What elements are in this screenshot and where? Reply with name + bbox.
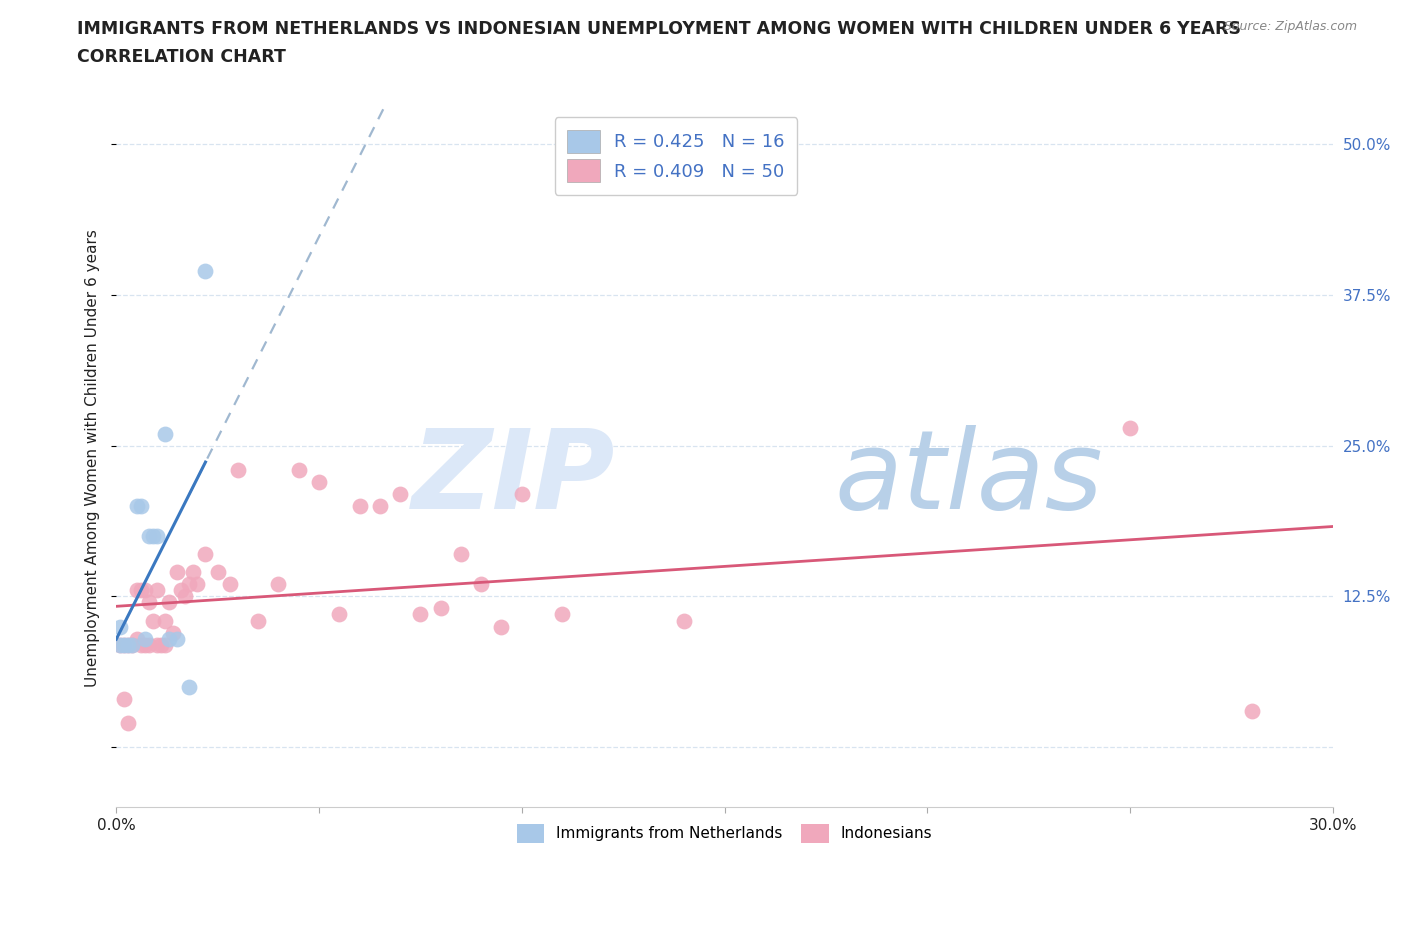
Text: IMMIGRANTS FROM NETHERLANDS VS INDONESIAN UNEMPLOYMENT AMONG WOMEN WITH CHILDREN: IMMIGRANTS FROM NETHERLANDS VS INDONESIA… <box>77 20 1241 38</box>
Point <box>134 637 156 652</box>
Point <box>121 637 143 652</box>
Point <box>117 637 139 652</box>
Text: atlas: atlas <box>834 425 1102 532</box>
Point <box>429 601 451 616</box>
Point <box>409 607 432 622</box>
Point <box>226 462 249 477</box>
Point <box>112 637 135 652</box>
Point <box>510 486 533 501</box>
Legend: Immigrants from Netherlands, Indonesians: Immigrants from Netherlands, Indonesians <box>510 817 939 849</box>
Point <box>174 589 197 604</box>
Point <box>491 619 513 634</box>
Point <box>328 607 350 622</box>
Point <box>110 637 132 652</box>
Point <box>181 565 204 579</box>
Point <box>138 637 160 652</box>
Point <box>142 613 165 628</box>
Point <box>672 613 695 628</box>
Text: ZIP: ZIP <box>412 425 614 532</box>
Point <box>153 613 176 628</box>
Text: CORRELATION CHART: CORRELATION CHART <box>77 48 287 66</box>
Point <box>194 547 217 562</box>
Point <box>218 577 240 591</box>
Point <box>146 528 169 543</box>
Point <box>207 565 229 579</box>
Point <box>149 637 172 652</box>
Point <box>117 715 139 730</box>
Point <box>129 637 152 652</box>
Point <box>368 498 391 513</box>
Point <box>110 637 132 652</box>
Text: Source: ZipAtlas.com: Source: ZipAtlas.com <box>1223 20 1357 33</box>
Point <box>267 577 290 591</box>
Point <box>125 583 148 598</box>
Point <box>110 619 132 634</box>
Point <box>179 680 201 695</box>
Point <box>157 631 180 646</box>
Point <box>450 547 472 562</box>
Point <box>117 637 139 652</box>
Point <box>551 607 574 622</box>
Point <box>166 631 188 646</box>
Point <box>125 498 148 513</box>
Point <box>194 263 217 278</box>
Point <box>186 577 208 591</box>
Point <box>1240 703 1263 718</box>
Point <box>1119 420 1142 435</box>
Point <box>146 637 169 652</box>
Point <box>138 528 160 543</box>
Y-axis label: Unemployment Among Women with Children Under 6 years: Unemployment Among Women with Children U… <box>86 229 100 686</box>
Point <box>247 613 270 628</box>
Point <box>112 691 135 706</box>
Point <box>112 637 135 652</box>
Point <box>153 637 176 652</box>
Point <box>153 426 176 441</box>
Point <box>146 583 169 598</box>
Point <box>129 498 152 513</box>
Point <box>349 498 371 513</box>
Point <box>138 595 160 610</box>
Point <box>157 595 180 610</box>
Point <box>125 631 148 646</box>
Point <box>170 583 193 598</box>
Point <box>166 565 188 579</box>
Point <box>162 625 184 640</box>
Point <box>308 474 330 489</box>
Point <box>134 583 156 598</box>
Point <box>179 577 201 591</box>
Point <box>470 577 492 591</box>
Point <box>389 486 412 501</box>
Point <box>121 637 143 652</box>
Point <box>129 583 152 598</box>
Point <box>287 462 309 477</box>
Point <box>142 528 165 543</box>
Point <box>134 631 156 646</box>
